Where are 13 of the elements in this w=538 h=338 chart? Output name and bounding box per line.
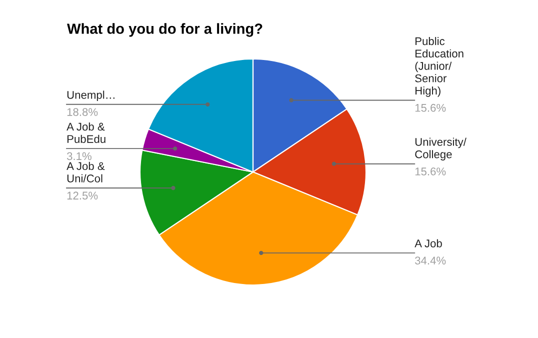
data-label: 15.6%: [415, 168, 446, 176]
slice-label: A Job & PubEdu: [66, 122, 106, 143]
data-label: 12.5%: [67, 192, 98, 200]
slice-label: University/ College: [415, 138, 466, 160]
data-label: 15.6%: [415, 104, 446, 112]
slice-label: A Job & Uni/Col: [66, 162, 105, 182]
slice-label: Public Education (Junior/ Senior High): [415, 36, 464, 97]
slice-label: A Job: [414, 239, 442, 248]
data-label: 34.4%: [415, 256, 446, 264]
chart-title: What do you do for a living?: [67, 23, 262, 37]
data-label: 18.8%: [67, 108, 98, 116]
slice-label: Unempl…: [67, 90, 114, 102]
data-label: 3.1%: [66, 152, 92, 160]
